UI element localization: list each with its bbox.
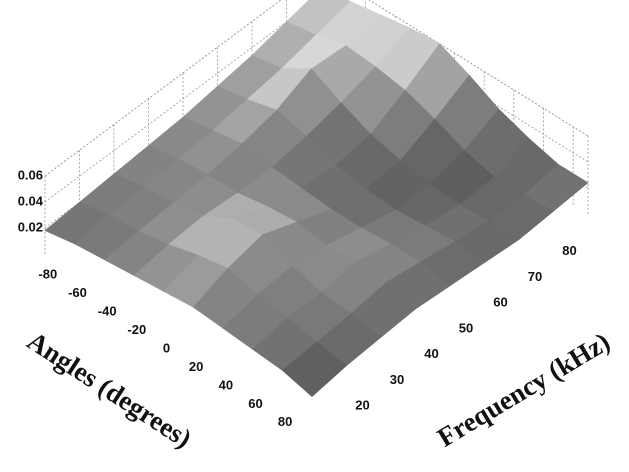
- x-axis-title: Angles (degrees): [22, 326, 197, 454]
- x-tick-label: -20: [127, 322, 146, 337]
- y-tick-label: 70: [528, 269, 542, 284]
- y-tick-label: 40: [424, 346, 438, 361]
- z-tick-label: 0.04: [18, 193, 44, 208]
- y-tick-label: 80: [562, 243, 576, 258]
- x-tick-label: 0: [163, 340, 170, 355]
- y-tick-label: 50: [459, 320, 473, 335]
- y-tick-label: 20: [355, 398, 369, 413]
- z-tick-label: 0.06: [18, 167, 43, 182]
- z-tick-label: 0.02: [18, 219, 43, 234]
- x-tick-label: -60: [68, 285, 87, 300]
- x-tick-label: 80: [278, 414, 292, 429]
- surface-patch: [281, 341, 347, 398]
- x-tick-label: 60: [248, 396, 262, 411]
- x-tick-label: 40: [219, 377, 233, 392]
- x-tick-label: -40: [98, 304, 117, 319]
- y-axis-title: Frequency (kHz): [432, 326, 615, 452]
- x-tick-label: -80: [38, 267, 57, 282]
- surface: [44, 0, 589, 398]
- y-tick-label: 60: [493, 295, 507, 310]
- x-tick-label: 20: [189, 359, 203, 374]
- y-tick-label: 30: [390, 372, 404, 387]
